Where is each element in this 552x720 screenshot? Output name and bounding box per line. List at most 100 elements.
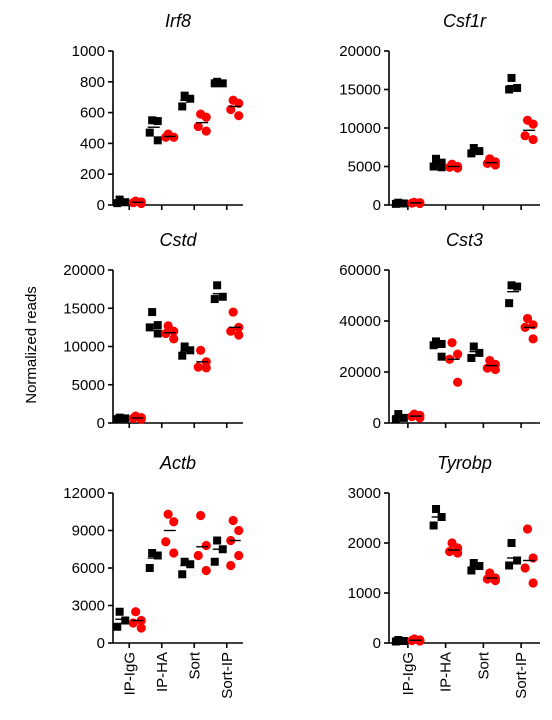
data-point-red [234, 98, 244, 108]
y-tick-label: 5000 [348, 159, 381, 176]
data-point-red [234, 550, 244, 561]
panel-title: Csf1r [443, 11, 487, 31]
panel-title: Actb [159, 453, 196, 473]
data-point-red [234, 330, 244, 340]
data-point-black [113, 622, 122, 631]
y-tick-label: 1000 [72, 43, 105, 60]
data-point-black [505, 85, 514, 94]
data-point-black [218, 292, 227, 301]
data-point-black [153, 136, 162, 145]
data-point-black [475, 147, 484, 156]
data-point-black [469, 144, 478, 153]
data-point-black [180, 342, 189, 351]
data-point-black [210, 79, 219, 88]
data-point-black [213, 536, 222, 545]
data-point-red [193, 550, 203, 561]
data-point-red [136, 623, 146, 633]
data-point-black [429, 341, 438, 350]
chart-panel-csf1r: Csf1r 0 5000 10000 15000 20000 [339, 11, 540, 214]
data-point-red [520, 131, 530, 141]
data-point-black [391, 637, 400, 646]
data-point-red [136, 198, 146, 209]
data-point-black [394, 410, 403, 419]
data-point-black [429, 521, 438, 530]
y-tick-label: 10000 [63, 339, 105, 356]
y-tick-label: 800 [80, 74, 105, 91]
data-point-red [522, 313, 533, 324]
data-point-black [505, 561, 514, 570]
data-point-black [153, 321, 162, 330]
data-point-black [153, 117, 162, 126]
data-point-black [437, 158, 446, 167]
data-point-red [169, 326, 179, 336]
data-point-black [115, 607, 124, 616]
data-point-red [447, 338, 457, 348]
data-point-black [437, 339, 446, 348]
chart-panel-cst3: Cst3 0 20000 40000 60000 [339, 230, 540, 432]
data-point-black [513, 83, 522, 92]
panel-title: Cstd [159, 230, 197, 250]
data-point-black [391, 415, 400, 424]
data-point-black [437, 163, 446, 172]
data-point-black [113, 199, 122, 208]
y-tick-label: 1000 [348, 585, 381, 602]
y-tick-label: 3000 [72, 598, 105, 615]
y-tick-label: 5000 [72, 377, 105, 394]
data-point-black [467, 149, 476, 158]
data-point-red [201, 565, 211, 576]
data-point-red [528, 578, 538, 588]
data-point-red [136, 414, 146, 424]
data-point-black [148, 116, 157, 125]
y-tick-label: 15000 [339, 82, 381, 99]
data-point-red [169, 132, 179, 142]
y-tick-label: 0 [373, 635, 381, 652]
data-point-black [113, 415, 122, 424]
data-point-red [490, 575, 500, 586]
data-point-red [196, 510, 206, 521]
y-tick-label: 0 [97, 415, 105, 432]
x-tick-label: Sort-IP [513, 652, 530, 699]
data-point-red [445, 546, 455, 557]
data-point-red [128, 618, 138, 628]
y-tick-label: 10000 [339, 120, 381, 137]
data-point-black [399, 413, 408, 422]
data-point-black [186, 94, 195, 103]
x-tick-label: Sort-IP [219, 652, 236, 699]
data-point-black [507, 73, 516, 82]
data-point-red [453, 349, 463, 359]
x-tick-label: IP-HA [154, 652, 171, 692]
data-point-black [432, 154, 441, 163]
data-point-red [161, 132, 171, 142]
data-point-red [482, 574, 492, 584]
data-point-red [453, 377, 463, 387]
data-point-black [513, 282, 522, 291]
data-point-red [201, 363, 211, 373]
data-point-black [148, 549, 157, 557]
data-point-black [469, 559, 478, 567]
data-point-black [153, 551, 162, 560]
data-point-red [201, 112, 211, 122]
y-tick-label: 600 [80, 105, 105, 122]
y-tick-label: 0 [373, 197, 381, 214]
data-point-red [169, 334, 179, 344]
data-point-red [228, 515, 238, 526]
y-tick-label: 9000 [72, 523, 105, 540]
data-point-black [218, 79, 227, 88]
data-point-red [201, 540, 211, 551]
data-point-black [210, 295, 219, 304]
data-point-black [153, 329, 162, 338]
data-point-black [186, 346, 195, 355]
data-point-black [178, 102, 187, 111]
y-tick-label: 6000 [72, 560, 105, 577]
data-point-black [505, 299, 514, 308]
x-tick-label: Sort [475, 651, 492, 679]
data-point-red [201, 126, 211, 136]
data-point-red [193, 362, 203, 372]
data-point-black [178, 570, 187, 579]
data-point-red [445, 162, 455, 172]
chart-panel-actb: Actb 0 3000 6000 9000 12000 IP-IgG IP-HA Sort Sor… [63, 453, 244, 699]
data-point-black [507, 539, 516, 547]
y-axis-label: Normalized reads [23, 286, 40, 404]
data-point-red [490, 364, 500, 375]
